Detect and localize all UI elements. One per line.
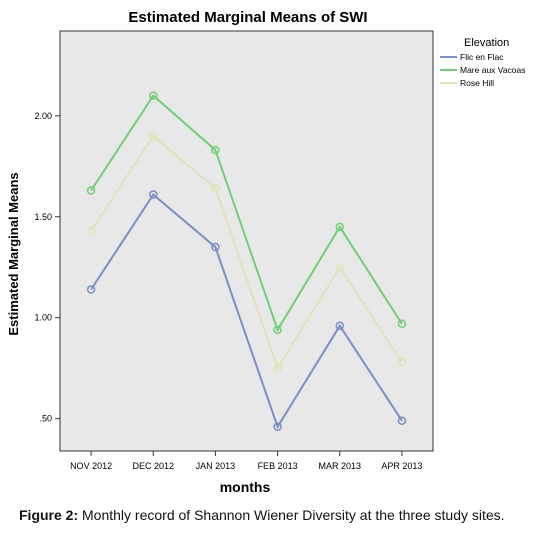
data-point — [149, 131, 158, 141]
x-tick-label: DEC 2012 — [132, 461, 174, 471]
y-tick-label: 2.00 — [34, 111, 52, 121]
data-point — [86, 186, 96, 195]
chart: Estimated Marginal Means of SWI Estimate… — [6, 9, 526, 495]
series-line — [90, 134, 403, 371]
data-point — [273, 422, 282, 432]
x-tick-label: NOV 2012 — [70, 461, 112, 471]
legend-title: Elevation — [464, 37, 509, 49]
chart-title: Estimated Marginal Means of SWI — [128, 9, 367, 26]
data-point — [335, 263, 344, 272]
data-point — [86, 226, 96, 236]
figure-caption: Figure 2: Monthly record of Shannon Wien… — [19, 506, 531, 524]
caption-text: Monthly record of Shannon Wiener Diversi… — [82, 507, 505, 523]
x-tick-label: FEB 2013 — [258, 461, 298, 471]
series-line — [90, 193, 403, 430]
x-tick-label: APR 2013 — [381, 461, 422, 471]
y-tick-label: 1.00 — [34, 313, 52, 323]
legend-entry: Flic en Flac — [460, 52, 504, 62]
data-point — [335, 222, 344, 232]
data-point — [211, 184, 220, 193]
data-point — [335, 321, 344, 331]
series-line — [90, 94, 403, 333]
data-point — [273, 363, 282, 373]
legend-entry: Mare aux Vacoas — [460, 65, 526, 75]
y-tick-label: 1.50 — [34, 212, 52, 222]
caption-label: Figure 2: — [19, 507, 79, 523]
y-axis-label: Estimated Marginal Means — [6, 172, 21, 335]
data-point — [397, 416, 407, 425]
legend-entry: Rose Hill — [460, 78, 494, 88]
data-point — [211, 145, 220, 155]
data-point — [397, 319, 407, 329]
data-point — [149, 190, 158, 199]
data-point — [149, 91, 158, 100]
x-axis-label: months — [220, 479, 271, 495]
x-tick-label: MAR 2013 — [318, 461, 361, 471]
data-point — [86, 285, 96, 294]
x-tick-label: JAN 2013 — [196, 461, 236, 471]
y-tick-label: .50 — [39, 414, 52, 424]
data-point — [273, 325, 282, 335]
data-point — [211, 242, 220, 252]
data-point — [397, 357, 407, 367]
